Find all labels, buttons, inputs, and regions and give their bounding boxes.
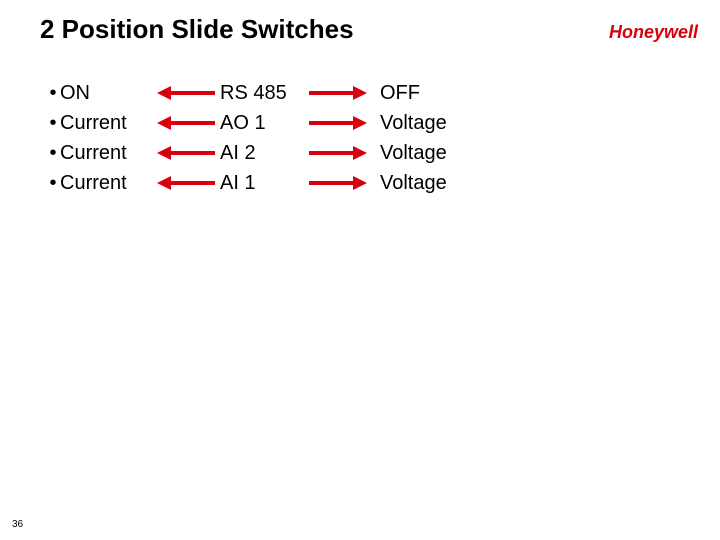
arrow-left-icon (152, 86, 220, 100)
right-position-label: Voltage (380, 142, 470, 165)
arrow-right-icon (304, 116, 372, 130)
bullet: • (46, 172, 60, 195)
table-row: •Current AI 2 Voltage (46, 138, 470, 168)
switch-name: AI 2 (220, 142, 304, 165)
table-row: •Current AI 1 Voltage (46, 168, 470, 198)
table-row: •ON RS 485 OFF (46, 78, 470, 108)
arrow-left-icon (152, 116, 220, 130)
table-row: •Current AO 1 Voltage (46, 108, 470, 138)
left-position-label: ON (60, 82, 152, 105)
arrow-right-icon (304, 176, 372, 190)
switch-table: •ONRS 485OFF•CurrentAO 1Voltage•CurrentA… (46, 78, 470, 198)
bullet: • (46, 142, 60, 165)
brand-logo: Honeywell (609, 22, 698, 43)
left-position-label: Current (60, 112, 152, 135)
right-position-label: Voltage (380, 172, 470, 195)
bullet: • (46, 82, 60, 105)
arrow-left-icon (152, 176, 220, 190)
bullet: • (46, 112, 60, 135)
page-number: 36 (12, 519, 23, 530)
switch-name: AI 1 (220, 172, 304, 195)
switch-name: AO 1 (220, 112, 304, 135)
arrow-left-icon (152, 146, 220, 160)
left-position-label: Current (60, 142, 152, 165)
switch-name: RS 485 (220, 82, 304, 105)
arrow-right-icon (304, 146, 372, 160)
arrow-right-icon (304, 86, 372, 100)
right-position-label: OFF (380, 82, 470, 105)
left-position-label: Current (60, 172, 152, 195)
right-position-label: Voltage (380, 112, 470, 135)
slide-title: 2 Position Slide Switches (40, 14, 354, 45)
